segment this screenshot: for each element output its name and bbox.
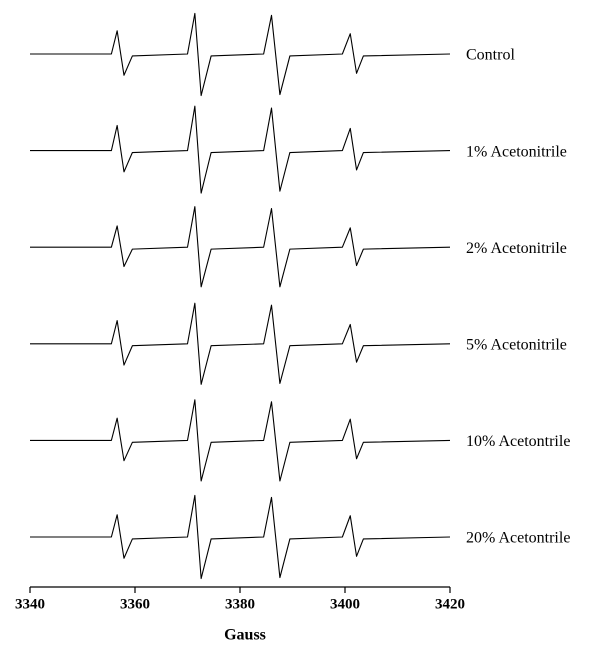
series-label: 2% Acetonitrile — [466, 240, 567, 257]
spectrum-line — [30, 206, 451, 288]
series-label: 10% Acetontrile — [466, 433, 570, 450]
spectrum-line — [30, 302, 451, 385]
x-tick-label: 3360 — [120, 596, 150, 612]
series-label: 1% Acetonitrile — [466, 143, 567, 160]
series-label: 5% Acetonitrile — [466, 336, 567, 353]
spectrum-line — [30, 399, 451, 482]
spectrum-line — [30, 494, 451, 580]
x-tick-label: 3400 — [330, 596, 360, 612]
x-tick-label: 3420 — [435, 596, 465, 612]
spectrum-line — [30, 105, 451, 194]
series-label: Control — [466, 47, 515, 64]
spectrum-line — [30, 12, 451, 97]
x-tick-label: 3380 — [225, 596, 255, 612]
series-label: 20% Acetontrile — [466, 530, 570, 547]
x-axis-label: Gauss — [224, 627, 266, 644]
x-tick-label: 3340 — [15, 596, 45, 612]
